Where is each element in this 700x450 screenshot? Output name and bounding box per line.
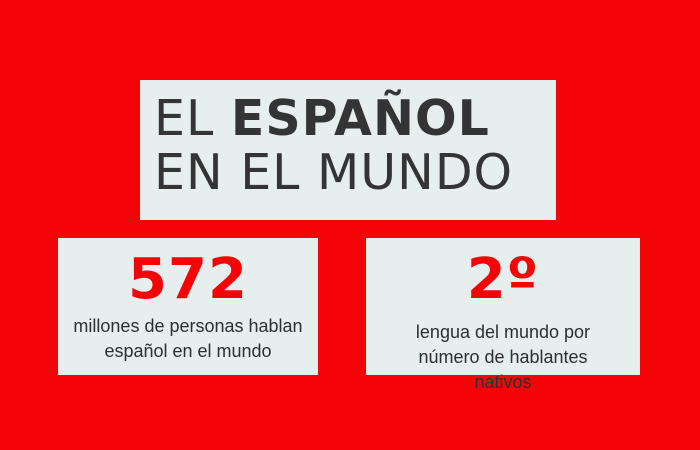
title-line-1: EL ESPAÑOL: [154, 92, 556, 146]
title-line-2: EN EL MUNDO: [154, 144, 514, 201]
stat-description: lengua del mundo por número de hablantes…: [415, 322, 591, 392]
title-panel: EL ESPAÑOL EN EL MUNDO: [140, 80, 556, 220]
stat-description: millones de personas hablan español en e…: [73, 316, 303, 361]
title-prefix: EL: [154, 90, 215, 147]
stat-card-speakers: 572 millones de personas hablan español …: [58, 238, 318, 375]
title-emphasis: ESPAÑOL: [230, 90, 490, 147]
stat-value: 2º: [466, 247, 540, 312]
stat-value: 572: [128, 247, 248, 312]
stat-card-rank: 2º lengua del mundo por número de hablan…: [366, 238, 640, 392]
